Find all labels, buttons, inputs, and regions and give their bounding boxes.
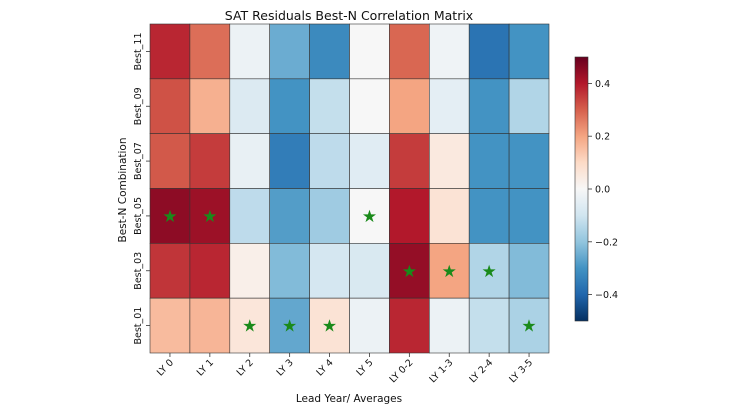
chart-title: SAT Residuals Best-N Correlation Matrix	[225, 8, 473, 23]
heatmap-cell	[389, 133, 430, 189]
heatmap-cell	[508, 23, 550, 80]
x-axis-tick-labels: LY 0 LY 1 LY 2 LY 3 LY 4 LY 5 LY 0-2 LY 1-3 LY 2…	[155, 353, 535, 385]
heatmap-cell	[428, 243, 470, 299]
heatmap-cell	[349, 78, 390, 134]
heatmap-cell	[309, 188, 350, 244]
heatmap-cell	[269, 133, 310, 189]
significance-star-marker: ★	[482, 262, 497, 282]
x-tick-label: LY 1	[195, 357, 216, 378]
heatmap-cell	[389, 188, 430, 244]
heatmap-cell	[309, 23, 350, 80]
heatmap-cell	[309, 133, 350, 189]
significance-star-marker: ★	[362, 207, 377, 227]
heatmap-cell	[468, 297, 510, 354]
heatmap-cell	[428, 133, 470, 189]
heatmap-cell	[389, 243, 430, 299]
x-tick-label: LY 2	[235, 357, 256, 378]
y-tick-label: Best_05	[133, 197, 144, 235]
y-tick-label: Best_09	[133, 87, 144, 125]
heatmap-cell	[149, 188, 191, 244]
heatmap-cell	[189, 297, 231, 354]
colorbar-tick-label: 0.0	[595, 185, 610, 196]
heatmap-cell	[349, 188, 390, 244]
significance-markers: ★ ★ ★ ★ ★ ★ ★ ★ ★ ★	[162, 207, 536, 337]
heatmap-cell	[149, 78, 191, 134]
significance-star-marker: ★	[322, 317, 337, 337]
heatmap-cell	[309, 78, 350, 134]
heatmap-cell	[508, 297, 550, 354]
heatmap-cell	[428, 23, 470, 80]
heatmap-cell	[149, 133, 191, 189]
heatmap-cell	[508, 188, 550, 244]
significance-star-marker: ★	[162, 207, 177, 227]
heatmap-cell	[189, 23, 231, 80]
heatmap-cell	[309, 243, 350, 299]
heatmap-cell	[468, 23, 510, 80]
heatmap-cell	[149, 297, 191, 354]
heatmap-cell	[269, 243, 310, 299]
x-tick-label: LY 4	[315, 357, 336, 378]
heatmap-cell	[349, 297, 390, 354]
y-tick-label: Best_11	[133, 32, 144, 70]
heatmap-cell	[428, 78, 470, 134]
heatmap-cell	[468, 243, 510, 299]
heatmap-cell	[149, 23, 191, 80]
heatmap-cell	[349, 133, 390, 189]
heatmap-cell	[189, 78, 231, 134]
heatmap-cell	[428, 188, 470, 244]
heatmap-cell	[428, 297, 470, 354]
significance-star-marker: ★	[442, 262, 457, 282]
significance-star-marker: ★	[242, 317, 257, 337]
y-tick-label: Best_07	[133, 142, 144, 180]
significance-star-marker: ★	[282, 317, 297, 337]
colorbar-tick-label: 0.4	[595, 79, 610, 90]
y-axis-tick-labels: Best_11 Best_09 Best_07 Best_05 Best_03 Best_…	[133, 32, 150, 345]
x-tick-label: LY 2-4	[467, 357, 495, 385]
heatmap-cell	[229, 188, 271, 244]
colorbar-tick-label: 0.2	[595, 132, 610, 143]
heatmap-cell	[269, 78, 310, 134]
colorbar-tick-label: −0.4	[595, 290, 618, 301]
heatmap-cell	[349, 23, 390, 80]
significance-star-marker: ★	[402, 262, 417, 282]
heatmap-cell	[468, 78, 510, 134]
heatmap-cell	[389, 78, 430, 134]
x-tick-label: LY 3	[275, 357, 296, 378]
heatmap-cell	[349, 243, 390, 299]
x-axis-label: Lead Year/ Averages	[296, 393, 402, 405]
y-axis-label: Best-N Combination	[117, 138, 129, 243]
colorbar-ticks: 0.4 0.2 0.0 −0.2 −0.4	[588, 79, 618, 301]
heatmap-cell	[468, 188, 510, 244]
heatmap-cell	[229, 23, 271, 80]
heatmap-cell	[508, 243, 550, 299]
heatmap-cell	[189, 243, 231, 299]
heatmap-cell	[229, 243, 271, 299]
heatmap-cells	[149, 23, 550, 354]
x-tick-label: LY 5	[354, 357, 375, 378]
y-tick-label: Best_03	[133, 252, 144, 290]
x-tick-label: LY 0-2	[388, 357, 416, 385]
heatmap-cell	[269, 188, 310, 244]
colorbar-tick-label: −0.2	[595, 237, 618, 248]
heatmap-cell	[229, 78, 271, 134]
heatmap-cell	[468, 133, 510, 189]
heatmap-cell	[229, 133, 271, 189]
heatmap-cell	[389, 23, 430, 80]
heatmap-cell	[189, 188, 231, 244]
heatmap-cell	[189, 133, 231, 189]
heatmap-cell	[269, 23, 310, 80]
significance-star-marker: ★	[202, 207, 217, 227]
heatmap-cell	[508, 78, 550, 134]
heatmap-cell	[389, 297, 430, 354]
heatmap-cell	[269, 297, 310, 354]
y-tick-label: Best_01	[133, 307, 144, 345]
x-tick-label: LY 0	[155, 357, 176, 378]
colorbar	[574, 56, 589, 322]
significance-star-marker: ★	[521, 317, 536, 337]
x-tick-label: LY 3-5	[507, 357, 535, 385]
x-tick-label: LY 1-3	[428, 357, 456, 385]
heatmap-cell	[149, 243, 191, 299]
heatmap-cell	[508, 133, 550, 189]
